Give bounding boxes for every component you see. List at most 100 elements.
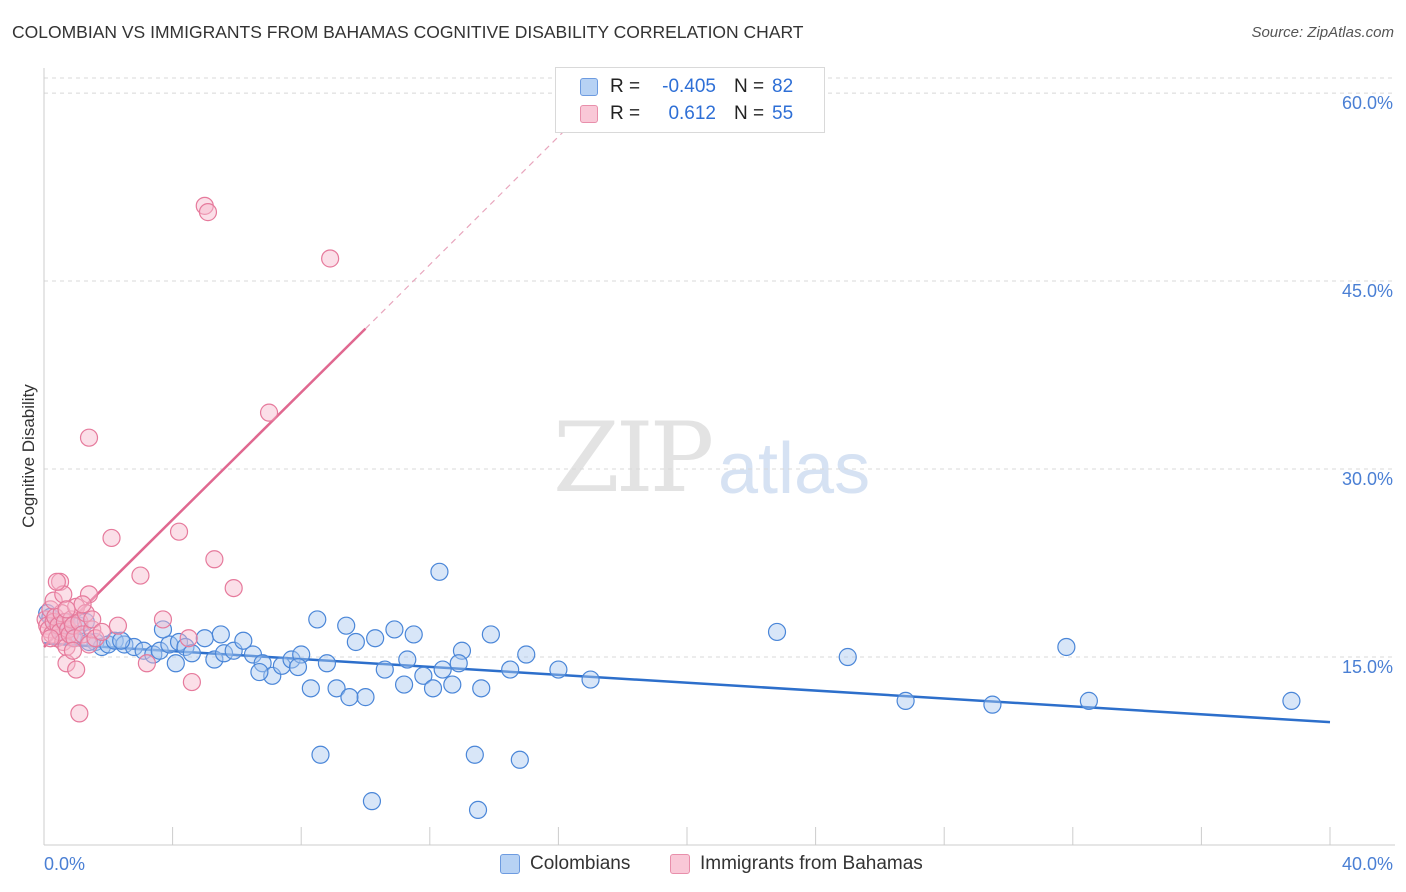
colombians-point [472, 679, 491, 698]
bahamas-point [47, 572, 66, 591]
colombians-point [1282, 691, 1301, 710]
bottom-legend-colombians: Colombians [500, 852, 630, 876]
axis-layer [43, 68, 1395, 846]
legend-r-value: -0.405 [662, 76, 716, 97]
watermark-zip: ZIP [553, 402, 714, 514]
colombians-point [234, 631, 253, 650]
colombians-point [838, 647, 857, 667]
colombians-point [414, 666, 433, 685]
colombians-point [385, 620, 404, 639]
colombians-point [443, 675, 462, 694]
colombians-point [1079, 691, 1098, 710]
bahamas-point [57, 600, 76, 619]
points-layer [36, 196, 1301, 820]
bahamas-point [83, 610, 102, 629]
colombians-point [366, 629, 385, 648]
colombians-point [983, 695, 1002, 714]
correlation-legend: R = -0.405 N = 82 R = 0.612 N = 55 [555, 67, 825, 133]
y-tick-label: 45.0% [1342, 281, 1393, 301]
colombians-point [301, 679, 320, 698]
bahamas-point [131, 566, 150, 585]
colombians-point [272, 656, 292, 675]
colombians-point [449, 654, 468, 673]
colombians-point [1057, 637, 1076, 657]
colombians-point [433, 660, 452, 679]
colombians-point [182, 644, 201, 663]
bottom-swatch-blue [500, 854, 520, 874]
bahamas-trend-extension [365, 120, 575, 330]
legend-n-label: N = [734, 76, 765, 97]
bahamas-point [137, 654, 156, 673]
colombians-point [517, 645, 536, 664]
colombians-point [430, 562, 449, 581]
colombians-point [311, 745, 330, 764]
colombians-point [468, 800, 488, 820]
colombians-point [581, 670, 600, 689]
bahamas-point [41, 629, 60, 648]
colombians-point [465, 745, 484, 764]
bahamas-point [224, 578, 243, 598]
colombians-point [166, 654, 185, 673]
bahamas-point [70, 704, 89, 723]
colombians-point [340, 688, 359, 707]
bahamas-point [67, 660, 86, 679]
y-tick-label: 30.0% [1342, 469, 1393, 489]
colombians-point [153, 620, 173, 639]
colombians-point [896, 691, 915, 710]
legend-row-colombians: R = -0.405 N = 82 [580, 74, 793, 100]
colombians-point [404, 625, 423, 644]
legend-swatch-pink [580, 105, 598, 123]
legend-r-label: R = [610, 103, 641, 124]
legend-swatch-blue [580, 78, 598, 96]
colombians-point [398, 650, 417, 669]
trend-layer [43, 120, 1331, 724]
colombians-point [150, 641, 169, 660]
colombians-point [105, 631, 124, 650]
bahamas-point [179, 629, 198, 648]
grid-layer [44, 77, 1395, 658]
colombians-point [288, 657, 308, 677]
bottom-legend-label: Immigrants from Bahamas [700, 853, 923, 874]
legend-n-label: N = [734, 103, 765, 124]
bahamas-point [73, 595, 92, 614]
bahamas-point [198, 203, 218, 222]
colombians-point [112, 631, 131, 650]
colombians-point [250, 662, 269, 682]
colombians-point [282, 650, 301, 669]
bahamas-point [63, 641, 83, 660]
y-tick-label: 60.0% [1342, 93, 1393, 113]
colombians-point [211, 625, 230, 644]
x-tick-label: 40.0% [1342, 854, 1393, 874]
y-tick-label: 15.0% [1342, 657, 1393, 677]
chart-title: COLOMBIAN VS IMMIGRANTS FROM BAHAMAS COG… [12, 22, 804, 42]
colombians-point [356, 688, 375, 707]
colombians-point [317, 654, 337, 673]
colombians-point [510, 750, 529, 769]
bahamas-point [169, 522, 189, 541]
bottom-swatch-pink [670, 854, 690, 874]
colombians-point [327, 679, 346, 698]
bahamas-point [108, 616, 128, 635]
colombians-point [481, 625, 500, 644]
colombians-point [767, 622, 787, 642]
bahamas-point [205, 550, 224, 569]
legend-r-label: R = [610, 76, 641, 97]
colombians-point [501, 660, 520, 679]
colombians-point [362, 792, 382, 811]
legend-r-value: 0.612 [668, 103, 716, 124]
bahamas-point [259, 403, 279, 422]
tick-label-layer: 15.0% 30.0% 45.0% 60.0% 0.0% 40.0% [44, 93, 1393, 874]
colombians-point [394, 675, 414, 694]
colombians-point [346, 632, 365, 652]
bahamas-point [153, 610, 173, 629]
bahamas-point [79, 428, 99, 447]
bahamas-point [92, 622, 111, 642]
colombians-point [375, 660, 394, 679]
source-label: Source: ZipAtlas.com [1251, 24, 1394, 41]
colombians-point [195, 629, 214, 648]
colombians-point [337, 616, 356, 635]
bahamas-point [321, 249, 340, 268]
legend-n-value: 82 [772, 76, 794, 97]
colombians-point [423, 679, 443, 698]
